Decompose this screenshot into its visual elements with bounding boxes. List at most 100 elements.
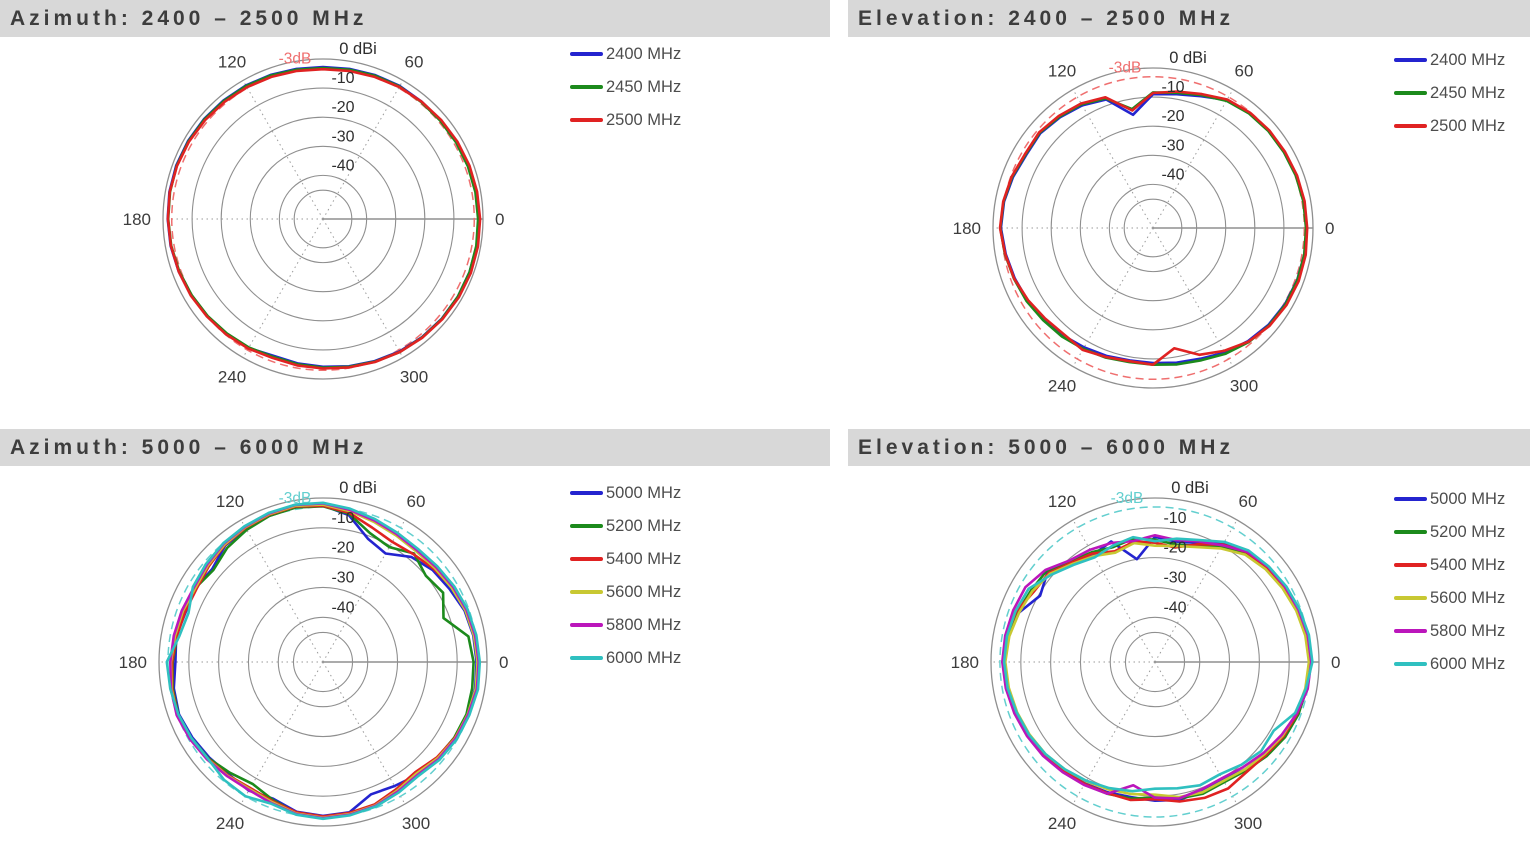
trace-2500-mhz <box>998 90 1309 367</box>
radial-tick-label: -20 <box>331 540 354 557</box>
grid-radial-240deg <box>1072 227 1154 367</box>
legend-label: 5400 MHz <box>606 549 682 568</box>
legend-label: 5000 MHz <box>1430 489 1506 508</box>
legend-swatch <box>570 491 603 495</box>
radial-tick-label: 0 dBi <box>339 40 377 58</box>
legend-item: 5200 MHz <box>570 516 681 536</box>
radial-tick-label: -40 <box>331 157 354 174</box>
polar-chart-elevation-5000-6000: -3dB 0 dBi -10 -20 -30 -40 0 60 120 180 240 300 <box>951 479 1341 833</box>
legend-item: 6000 MHz <box>1394 654 1505 674</box>
angle-tick-label: 60 <box>1235 61 1254 80</box>
legend: 2400 MHz 2450 MHz 2500 MHz <box>1394 50 1505 149</box>
legend-item: 5800 MHz <box>1394 621 1505 641</box>
angle-tick-label: 300 <box>1234 814 1262 833</box>
radial-tick-label: -20 <box>1163 540 1186 557</box>
panel-title-bar: Azimuth: 2400 – 2500 MHz <box>0 0 830 37</box>
radial-tick-label: 0 dBi <box>1171 479 1209 497</box>
angle-tick-label: 120 <box>218 52 246 71</box>
legend-item: 5600 MHz <box>1394 588 1505 608</box>
panel-elevation-5000-6000: Elevation: 5000 – 6000 MHz -3dB 0 dBi -10-… <box>848 429 1536 858</box>
ref-label: -3dB <box>279 51 312 68</box>
legend-swatch <box>1394 596 1427 600</box>
legend-label: 6000 MHz <box>606 648 682 667</box>
legend-label: 6000 MHz <box>1430 654 1506 673</box>
grid-radial-240deg <box>242 218 324 358</box>
legend-label: 2450 MHz <box>606 77 682 96</box>
legend-label: 2450 MHz <box>1430 83 1506 102</box>
panel-azimuth-2400-2500: Azimuth: 2400 – 2500 MHz -3dB 0 dBi -10 -20… <box>0 0 848 429</box>
angle-tick-label: 120 <box>216 492 244 511</box>
legend: 2400 MHz 2450 MHz 2500 MHz <box>570 44 681 143</box>
grid-radial-300deg <box>322 218 404 358</box>
ref-label: -3dB <box>1109 60 1142 77</box>
legend-item: 2500 MHz <box>1394 116 1505 136</box>
legend-label: 5600 MHz <box>1430 588 1506 607</box>
angle-tick-label: 300 <box>400 368 428 387</box>
legend-swatch <box>570 52 603 56</box>
grid-radial-240deg <box>240 661 324 805</box>
legend-label: 5000 MHz <box>606 483 682 502</box>
panel-elevation-2400-2500: Elevation: 2400 – 2500 MHz -3dB 0 dBi -10-… <box>848 0 1536 429</box>
radial-tick-label: -10 <box>1163 510 1186 527</box>
legend-label: 5800 MHz <box>1430 621 1506 640</box>
legend-swatch <box>570 118 603 122</box>
legend-swatch <box>1394 629 1427 633</box>
legend-swatch <box>570 590 603 594</box>
angle-tick-label: 0 <box>495 210 504 229</box>
legend-item: 2450 MHz <box>1394 83 1505 103</box>
legend-swatch <box>1394 563 1427 567</box>
radial-tick-label: -10 <box>1161 79 1184 96</box>
legend-item: 6000 MHz <box>570 648 681 668</box>
panel-title: Azimuth: 5000 – 6000 MHz <box>10 435 368 459</box>
angle-tick-label: 180 <box>951 653 979 672</box>
radial-tick-label: -10 <box>331 510 354 527</box>
legend: 5000 MHz 5200 MHz 5400 MHz 5600 MHz 5800 MHz… <box>1394 489 1505 687</box>
legend-swatch <box>1394 91 1427 95</box>
grid-radial-120deg <box>240 519 324 663</box>
angle-tick-label: 240 <box>218 368 246 387</box>
legend-label: 5200 MHz <box>606 516 682 535</box>
radial-tick-label: -40 <box>1163 599 1186 616</box>
angle-tick-label: 120 <box>1048 61 1076 80</box>
legend-swatch <box>1394 58 1427 62</box>
legend-item: 5400 MHz <box>1394 555 1505 575</box>
ref-circle-minus3db <box>170 66 476 372</box>
legend-item: 5000 MHz <box>570 483 681 503</box>
legend-item: 2400 MHz <box>570 44 681 64</box>
legend-swatch <box>1394 497 1427 501</box>
legend-item: 2450 MHz <box>570 77 681 97</box>
angle-tick-label: 240 <box>1048 377 1076 396</box>
panel-title: Elevation: 2400 – 2500 MHz <box>858 6 1234 30</box>
legend-swatch <box>570 557 603 561</box>
polar-chart-azimuth-2400-2500: -3dB 0 dBi -10 -20 -30 -40 0 60 120 180 240 300 <box>123 40 505 387</box>
radial-tick-label: -40 <box>1161 166 1184 183</box>
angle-tick-label: 0 <box>1331 653 1340 672</box>
polar-chart-elevation-2400-2500: -3dB 0 dBi -10 -20 -30 -40 0 60 120 180 240 300 <box>953 49 1335 396</box>
radial-tick-label: -20 <box>331 99 354 116</box>
legend-label: 5200 MHz <box>1430 522 1506 541</box>
radial-tick-label: -30 <box>1163 569 1186 586</box>
legend-swatch <box>570 85 603 89</box>
angle-tick-label: 60 <box>1239 492 1258 511</box>
angle-tick-label: 300 <box>1230 377 1258 396</box>
angle-tick-label: 240 <box>216 814 244 833</box>
angle-tick-label: 60 <box>405 52 424 71</box>
panel-azimuth-5000-6000: Azimuth: 5000 – 6000 MHz -3dB 0 dBi -10 -20… <box>0 429 848 858</box>
ref-label: -3dB <box>279 490 312 507</box>
legend-item: 5600 MHz <box>570 582 681 602</box>
legend-item: 5000 MHz <box>1394 489 1505 509</box>
legend-swatch <box>570 656 603 660</box>
legend-swatch <box>1394 662 1427 666</box>
angle-tick-label: 300 <box>402 814 430 833</box>
legend-label: 5400 MHz <box>1430 555 1506 574</box>
legend-label: 2400 MHz <box>1430 50 1506 69</box>
radial-tick-label: -30 <box>331 128 354 145</box>
legend-swatch <box>570 524 603 528</box>
legend: 5000 MHz 5200 MHz 5400 MHz 5600 MHz 5800 MHz… <box>570 483 681 681</box>
angle-tick-label: 0 <box>499 653 508 672</box>
legend-label: 2400 MHz <box>606 44 682 63</box>
trace-5000-mhz <box>172 504 478 818</box>
trace-6000-mhz <box>165 501 482 821</box>
angle-tick-label: 240 <box>1048 814 1076 833</box>
